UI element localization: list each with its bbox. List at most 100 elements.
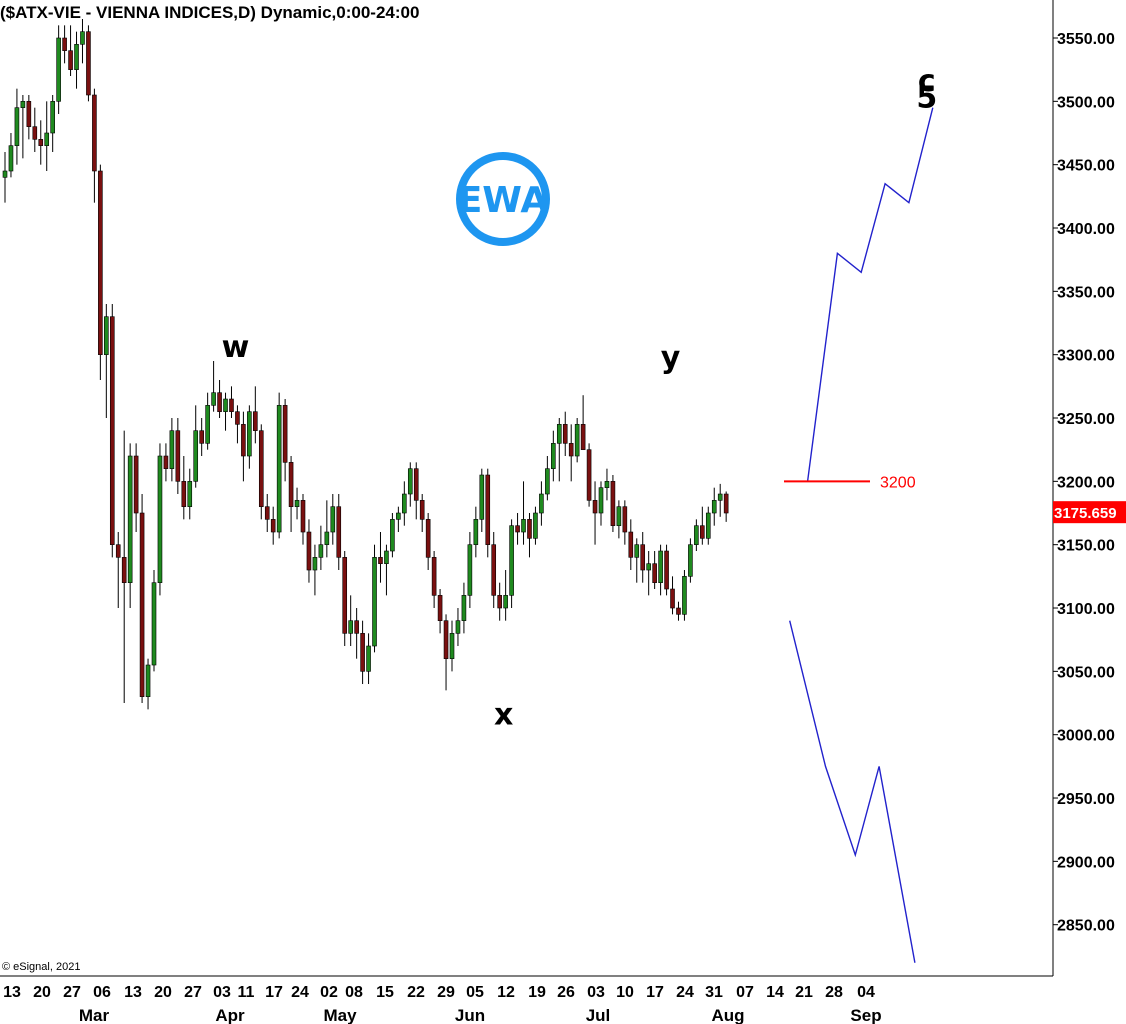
candle bbox=[32, 107, 38, 153]
candle bbox=[92, 88, 97, 203]
candle-body bbox=[264, 506, 270, 520]
candle bbox=[235, 405, 240, 444]
x-axis: 13 20 27 06 13 20 27 03 11 17 24 02 08 15 22 29 05 12 19 26… bbox=[3, 984, 881, 1024]
candle bbox=[717, 483, 723, 517]
candle-body bbox=[282, 405, 288, 463]
candle bbox=[133, 443, 139, 533]
x-tick-label: 03 bbox=[587, 984, 605, 1001]
candle-body bbox=[622, 506, 628, 533]
candle bbox=[193, 405, 199, 488]
candle bbox=[288, 456, 294, 533]
y-tick-label: 3200.00 bbox=[1057, 474, 1115, 491]
candle-body bbox=[413, 468, 419, 501]
x-tick-label: 13 bbox=[124, 984, 142, 1001]
candle-body bbox=[694, 525, 699, 545]
candle bbox=[282, 399, 288, 482]
candle-body bbox=[592, 500, 598, 514]
candle bbox=[711, 487, 717, 526]
wave-label-5: 5 bbox=[916, 81, 937, 116]
candle-body bbox=[556, 424, 562, 444]
chart-title: ($ATX-VIE - VIENNA INDICES,D) Dynamic,0:… bbox=[0, 3, 419, 22]
candle bbox=[556, 418, 562, 482]
projection-layer bbox=[789, 107, 934, 963]
x-month-label: Mar bbox=[79, 1006, 110, 1024]
candle bbox=[247, 405, 252, 469]
x-tick-label: 13 bbox=[3, 984, 21, 1001]
candle-body bbox=[407, 468, 413, 495]
candle bbox=[461, 582, 467, 634]
candle bbox=[723, 491, 729, 522]
candle-body bbox=[515, 525, 520, 533]
candle bbox=[551, 430, 556, 482]
candle bbox=[86, 25, 91, 102]
candle-body bbox=[300, 500, 306, 533]
y-tick-label: 3450.00 bbox=[1057, 158, 1115, 175]
candle-body bbox=[658, 550, 663, 583]
candle bbox=[509, 519, 514, 609]
candle-body bbox=[133, 455, 139, 514]
candle bbox=[312, 544, 318, 596]
candle bbox=[26, 95, 32, 140]
candle bbox=[217, 380, 222, 419]
candle-body bbox=[479, 474, 485, 520]
x-tick-label: 12 bbox=[497, 984, 515, 1001]
candle-body bbox=[425, 519, 431, 558]
plot-area bbox=[0, 0, 1054, 977]
candle-body bbox=[115, 544, 121, 558]
candle bbox=[562, 411, 568, 457]
candle bbox=[485, 468, 491, 558]
candle bbox=[515, 513, 520, 545]
candle-body bbox=[74, 44, 79, 70]
candle-body bbox=[312, 557, 318, 571]
candle-body bbox=[32, 126, 38, 140]
x-month-label: Apr bbox=[215, 1006, 245, 1024]
candle-body bbox=[634, 544, 640, 558]
candle bbox=[199, 418, 204, 457]
candle bbox=[211, 361, 216, 412]
candle bbox=[175, 418, 181, 495]
candle-body bbox=[50, 101, 55, 134]
candle-body bbox=[664, 550, 669, 590]
candle bbox=[372, 544, 377, 653]
candle bbox=[20, 95, 26, 159]
candle bbox=[646, 551, 651, 596]
candle bbox=[658, 544, 663, 596]
wave-label-c: c bbox=[918, 64, 936, 99]
candle-body bbox=[461, 595, 467, 621]
x-tick-label: 06 bbox=[93, 984, 111, 1001]
candle bbox=[580, 395, 586, 450]
x-tick-label: 02 bbox=[320, 984, 338, 1001]
candle bbox=[241, 411, 246, 482]
candle bbox=[592, 481, 598, 545]
candle-body bbox=[604, 481, 610, 488]
candle-body bbox=[402, 493, 407, 514]
candle bbox=[682, 570, 687, 621]
last-price-tag bbox=[1053, 501, 1126, 524]
candle-body bbox=[378, 557, 383, 564]
candle bbox=[139, 494, 145, 704]
candle-body bbox=[253, 411, 258, 431]
y-tick-label: 3250.00 bbox=[1057, 411, 1115, 428]
y-tick-label: 2950.00 bbox=[1057, 791, 1115, 808]
candle bbox=[568, 424, 574, 482]
candle bbox=[652, 551, 657, 590]
candle bbox=[121, 430, 127, 704]
candle bbox=[425, 513, 431, 571]
y-tick-label: 3100.00 bbox=[1057, 601, 1115, 618]
level-layer: 3200 bbox=[784, 474, 916, 491]
y-tick-label: 3150.00 bbox=[1057, 538, 1115, 555]
candle-body bbox=[139, 512, 145, 697]
candle bbox=[115, 532, 121, 609]
x-tick-label: 31 bbox=[705, 984, 723, 1001]
candle-body bbox=[717, 493, 723, 501]
x-tick-label: 27 bbox=[184, 984, 202, 1001]
candle bbox=[443, 614, 449, 691]
candle-body bbox=[676, 607, 681, 615]
candle-body bbox=[26, 101, 32, 127]
candle bbox=[2, 152, 8, 203]
candle bbox=[50, 95, 55, 153]
candle bbox=[437, 589, 443, 634]
ewa-logo: EWA bbox=[456, 152, 550, 246]
candle bbox=[44, 101, 50, 172]
